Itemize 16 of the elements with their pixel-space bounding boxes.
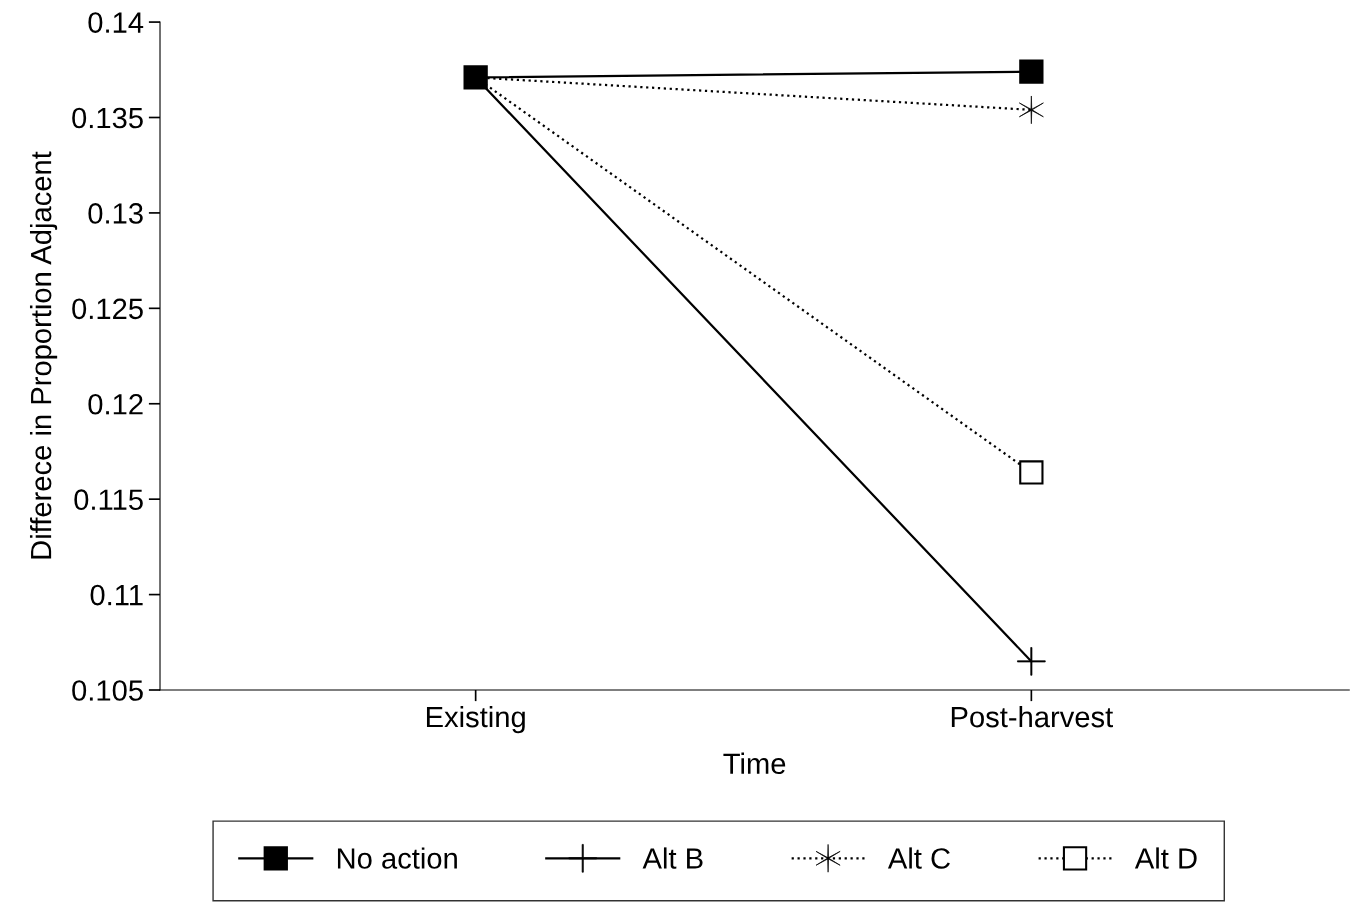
legend-label: Alt D (1134, 847, 1197, 869)
y-tick-label: 0.135 (72, 107, 143, 129)
y-tick-label: 0.105 (72, 680, 143, 701)
legend-label: Alt C (887, 847, 950, 869)
legend-label: Alt B (642, 847, 703, 869)
y-tick-label: 0.14 (88, 12, 144, 33)
y-tick-label: 0.12 (88, 393, 143, 415)
y-tick-label: 0.125 (72, 298, 143, 320)
y-tick-label: 0.11 (90, 584, 143, 606)
y-tick-label: 0.13 (88, 203, 143, 224)
x-tick-label: Existing (426, 705, 525, 734)
x-tick-label: Post-harvest (951, 705, 1114, 728)
y-axis-title: Differece in Proportion Adjacent (29, 151, 58, 559)
x-axis-title: Time (723, 752, 786, 775)
y-tick-label: 0.115 (74, 489, 143, 511)
legend-label: No action (337, 847, 457, 869)
